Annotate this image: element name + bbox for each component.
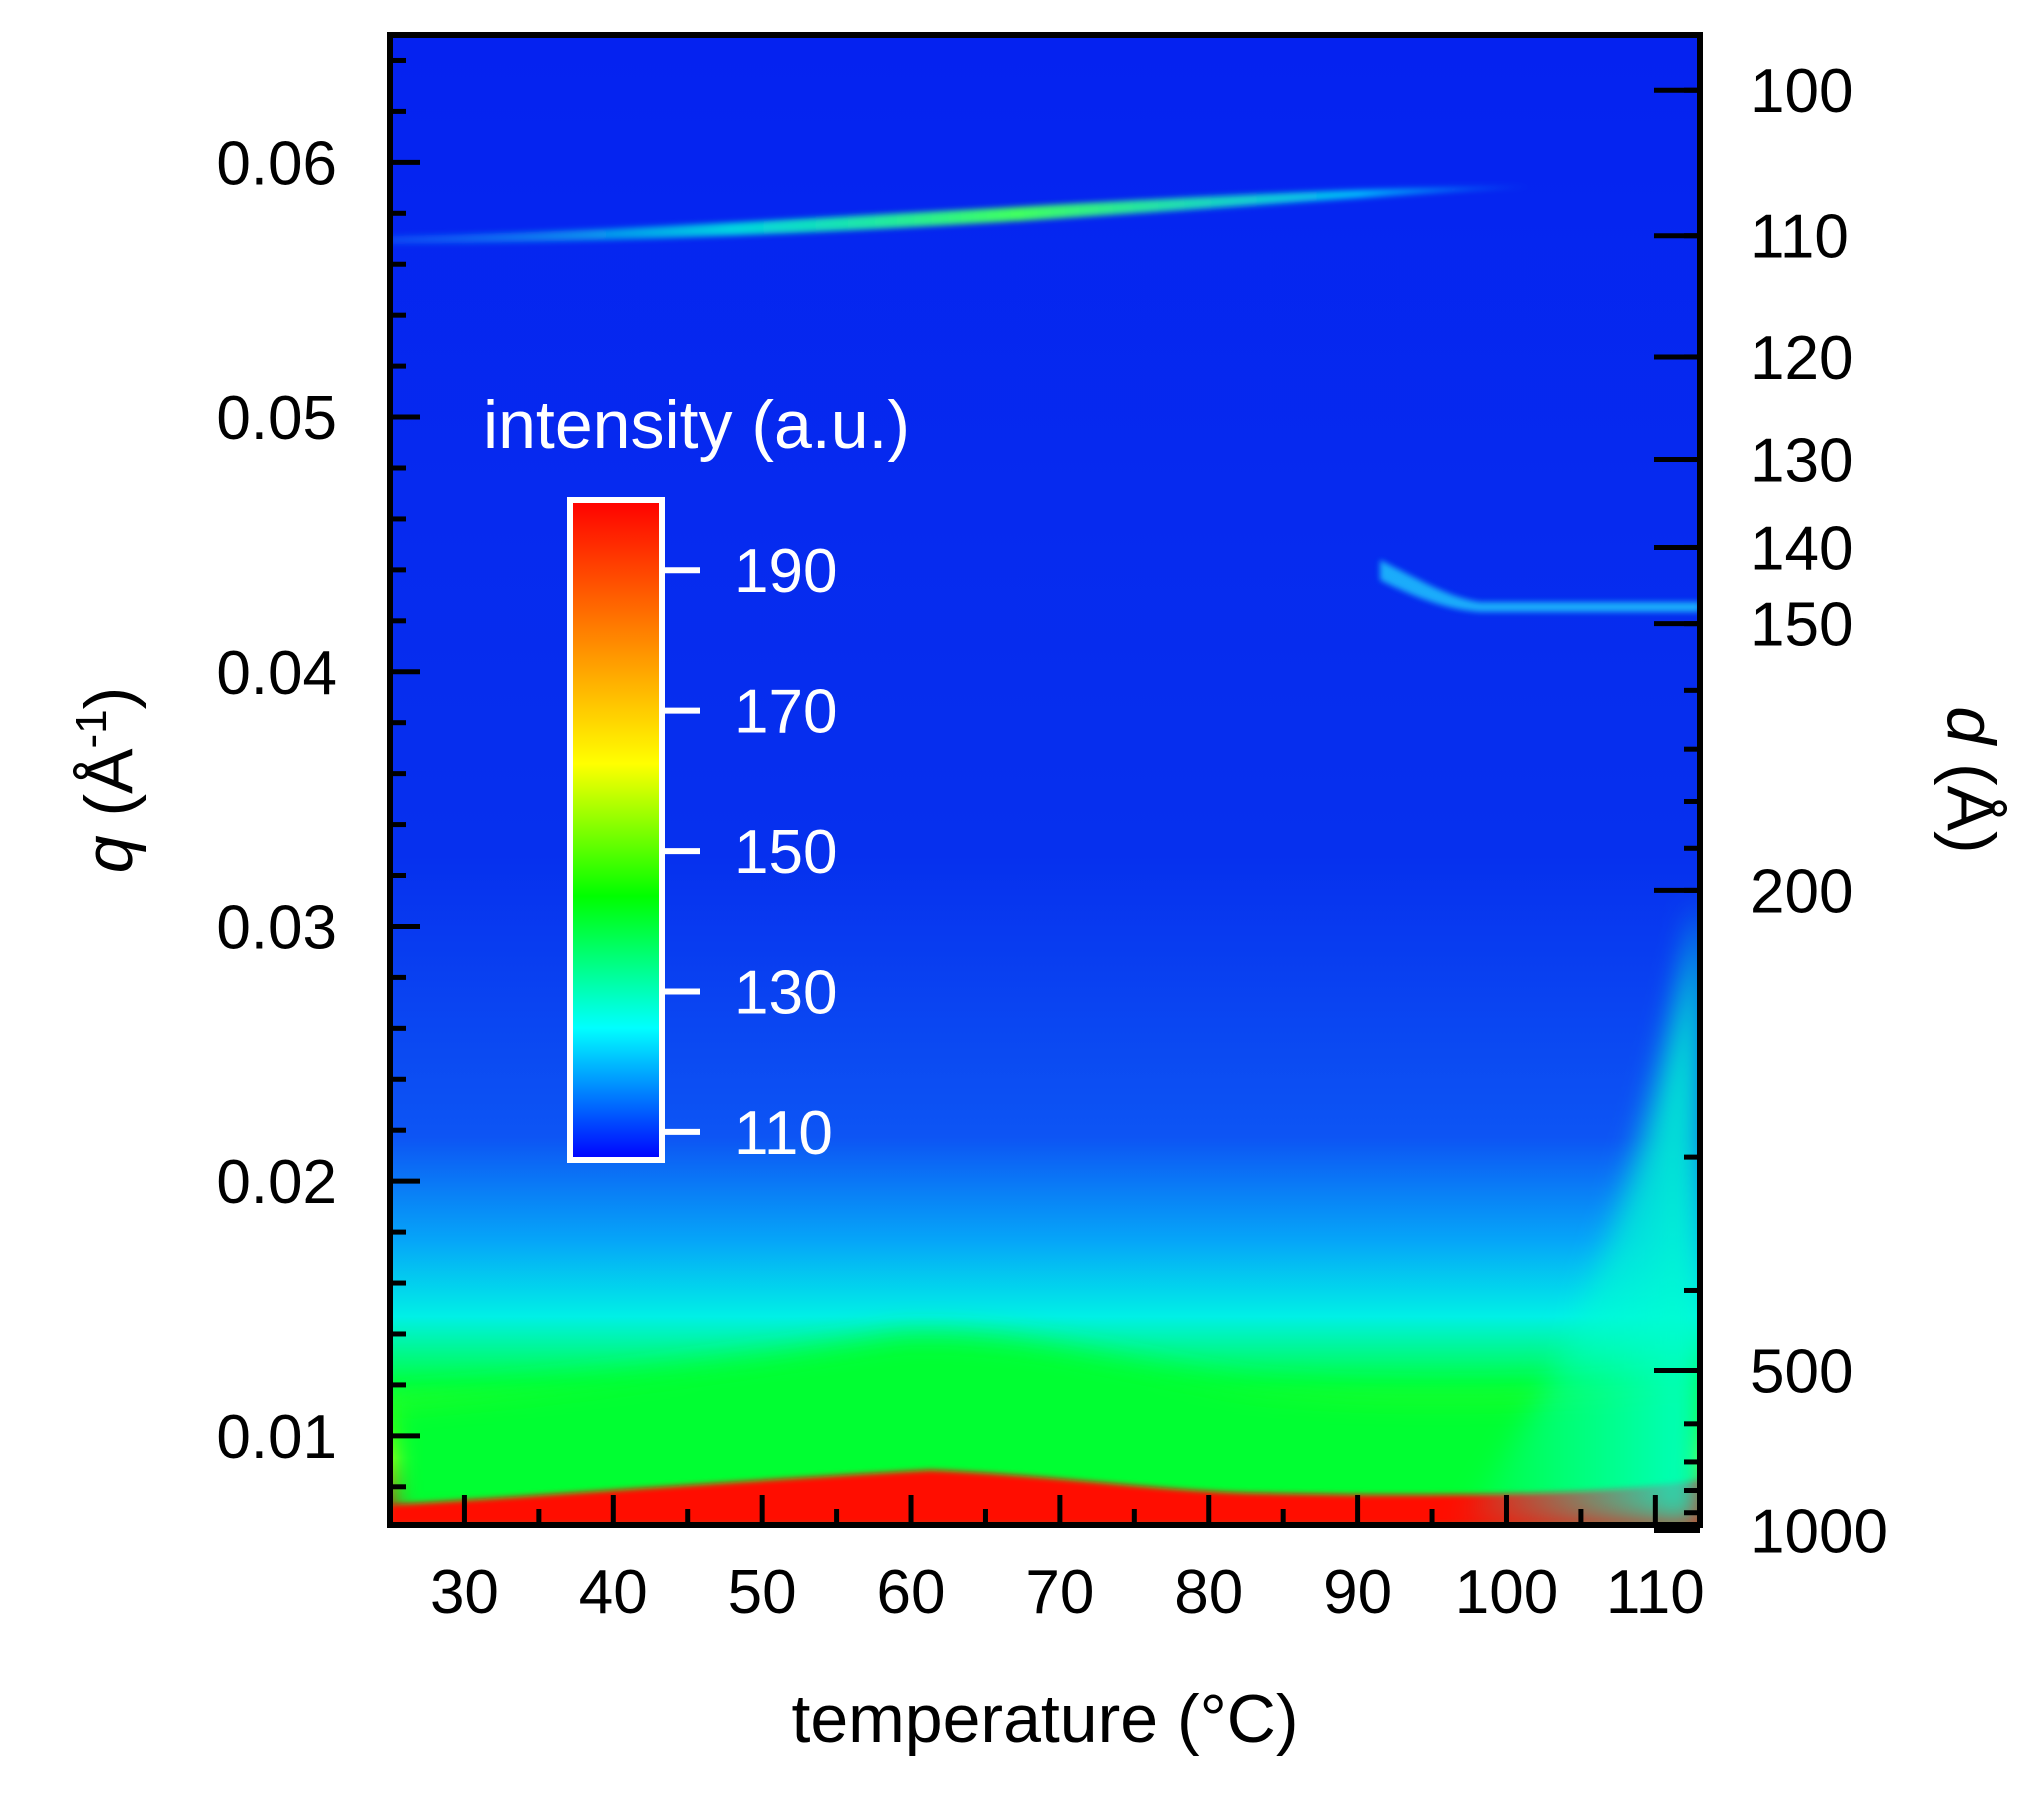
colorbar-tick-label: 110 [734,1099,833,1168]
plot-frame [387,32,1703,1528]
x-axis: 30 40 50 60 70 80 90 100 110 [387,1495,1705,1627]
heatmap-upper-peak [390,186,1530,244]
y2-axis-unit: (Å) [1933,744,2009,854]
x-tick-label: 70 [1025,1558,1094,1627]
y-axis: 0.01 0.02 0.03 0.04 0.05 0.06 [216,57,420,1490]
y-axis-unit-exp: -1 [67,709,116,748]
colorbar-tick-label: 130 [734,958,837,1027]
colorbar: intensity (a.u.) 110 130 150 170 190 [483,387,910,1168]
x-tick-label: 50 [728,1558,797,1627]
heatmap-cyan-rise [1450,900,1700,1525]
colorbar-label: intensity (a.u.) [483,387,910,463]
x-tick-label: 110 [1606,1558,1705,1627]
colorbar-ticks: 110 130 150 170 190 [662,537,837,1168]
y-tick-label: 0.01 [216,1403,337,1472]
colorbar-tick-label: 190 [734,537,837,606]
y2-tick-label: 110 [1750,203,1849,272]
y-axis-unit-open: (Å [71,748,147,836]
y-axis-symbol: q [71,835,147,873]
y2-tick-label: 150 [1750,591,1853,660]
y-tick-label: 0.05 [216,384,337,453]
y2-tick-label: 500 [1750,1337,1853,1406]
heatmap-red-band [390,1470,1700,1525]
colorbar-tick-label: 170 [734,678,837,747]
y2-tick-label: 1000 [1750,1498,1888,1567]
y2-tick-label: 140 [1750,514,1853,583]
colorbar-gradient [567,497,665,1163]
y2-tick-label: 200 [1750,857,1853,926]
y2-axis: 100 110 120 130 140 150 200 500 1000 [1654,57,1888,1567]
y2-tick-label: 130 [1750,427,1853,496]
y-tick-label: 0.02 [216,1148,337,1217]
x-tick-label: 100 [1455,1558,1558,1627]
y-tick-label: 0.04 [216,639,337,708]
x-tick-label: 90 [1323,1558,1392,1627]
x-tick-label: 80 [1174,1558,1243,1627]
x-tick-label: 40 [579,1558,648,1627]
y-axis-unit-close: ) [71,687,147,710]
y-tick-label: 0.06 [216,129,337,198]
y2-axis-title: d (Å) [1933,706,2009,853]
x-tick-label: 30 [430,1558,499,1627]
x-tick-label: 60 [877,1558,946,1627]
y-axis-title: q (Å-1) [67,687,147,874]
y2-tick-label: 120 [1750,324,1853,393]
heatmap-low-q-band [390,1334,1700,1525]
y-tick-label: 0.03 [216,893,337,962]
y2-axis-symbol: d [1933,706,2009,746]
x-axis-title: temperature (°C) [791,1681,1298,1757]
y2-tick-label: 100 [1750,57,1853,126]
colorbar-tick-label: 150 [734,818,837,887]
heatmap-middle-peak [1380,560,1700,612]
